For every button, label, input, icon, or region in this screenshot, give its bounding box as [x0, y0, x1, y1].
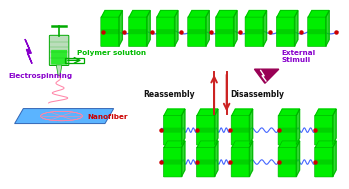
FancyBboxPatch shape: [315, 160, 333, 165]
Polygon shape: [246, 11, 267, 17]
Polygon shape: [15, 108, 114, 124]
FancyBboxPatch shape: [278, 115, 297, 145]
Polygon shape: [197, 141, 218, 147]
FancyBboxPatch shape: [308, 29, 326, 34]
Polygon shape: [333, 109, 336, 145]
Polygon shape: [215, 141, 218, 177]
FancyBboxPatch shape: [231, 115, 250, 145]
Polygon shape: [25, 39, 32, 64]
FancyBboxPatch shape: [279, 160, 297, 165]
FancyBboxPatch shape: [314, 115, 333, 145]
FancyBboxPatch shape: [276, 17, 295, 46]
FancyBboxPatch shape: [245, 29, 263, 34]
Polygon shape: [232, 141, 253, 147]
FancyBboxPatch shape: [314, 147, 333, 177]
Polygon shape: [326, 11, 329, 46]
Polygon shape: [232, 109, 253, 116]
FancyBboxPatch shape: [197, 128, 215, 133]
FancyBboxPatch shape: [216, 17, 234, 46]
FancyBboxPatch shape: [101, 29, 119, 34]
FancyBboxPatch shape: [163, 147, 182, 177]
FancyBboxPatch shape: [196, 147, 215, 177]
Polygon shape: [102, 11, 122, 17]
Polygon shape: [164, 141, 185, 147]
FancyBboxPatch shape: [101, 17, 120, 46]
FancyBboxPatch shape: [216, 29, 234, 34]
Polygon shape: [157, 11, 178, 17]
Polygon shape: [206, 11, 209, 46]
Polygon shape: [174, 11, 178, 46]
FancyBboxPatch shape: [307, 17, 326, 46]
Polygon shape: [181, 109, 185, 145]
Polygon shape: [181, 141, 185, 177]
Text: Nanofiber: Nanofiber: [87, 114, 127, 120]
FancyBboxPatch shape: [279, 128, 297, 133]
Polygon shape: [254, 69, 279, 83]
Polygon shape: [333, 141, 336, 177]
Polygon shape: [56, 65, 62, 75]
Text: Polymer solution: Polymer solution: [77, 50, 146, 56]
FancyBboxPatch shape: [197, 160, 215, 165]
Polygon shape: [263, 11, 267, 46]
Polygon shape: [164, 109, 185, 116]
Polygon shape: [296, 109, 300, 145]
FancyBboxPatch shape: [231, 160, 250, 165]
FancyBboxPatch shape: [51, 50, 67, 65]
Polygon shape: [315, 109, 336, 116]
Polygon shape: [277, 11, 298, 17]
FancyBboxPatch shape: [231, 128, 250, 133]
Polygon shape: [147, 11, 150, 46]
Text: External
Stimuli: External Stimuli: [282, 50, 316, 64]
FancyBboxPatch shape: [188, 17, 207, 46]
Polygon shape: [279, 141, 300, 147]
FancyBboxPatch shape: [129, 29, 147, 34]
FancyBboxPatch shape: [277, 29, 295, 34]
Polygon shape: [197, 109, 218, 116]
Polygon shape: [249, 109, 253, 145]
FancyBboxPatch shape: [164, 128, 182, 133]
Polygon shape: [249, 141, 253, 177]
Polygon shape: [296, 141, 300, 177]
Polygon shape: [295, 11, 298, 46]
Polygon shape: [216, 11, 237, 17]
FancyBboxPatch shape: [49, 35, 69, 66]
FancyBboxPatch shape: [163, 115, 182, 145]
Polygon shape: [188, 11, 209, 17]
Text: Reassembly: Reassembly: [143, 90, 195, 99]
Text: Disassembly: Disassembly: [230, 90, 284, 99]
Polygon shape: [215, 109, 218, 145]
FancyBboxPatch shape: [231, 147, 250, 177]
Polygon shape: [119, 11, 122, 46]
Polygon shape: [129, 11, 150, 17]
FancyBboxPatch shape: [129, 17, 147, 46]
Polygon shape: [315, 141, 336, 147]
FancyBboxPatch shape: [156, 17, 175, 46]
FancyBboxPatch shape: [164, 160, 182, 165]
Polygon shape: [233, 11, 237, 46]
Polygon shape: [308, 11, 329, 17]
FancyBboxPatch shape: [188, 29, 206, 34]
FancyBboxPatch shape: [157, 29, 175, 34]
Polygon shape: [279, 109, 300, 116]
FancyBboxPatch shape: [315, 128, 333, 133]
FancyBboxPatch shape: [196, 115, 215, 145]
FancyBboxPatch shape: [278, 147, 297, 177]
FancyBboxPatch shape: [245, 17, 264, 46]
Text: Electrospinning: Electrospinning: [8, 73, 73, 79]
